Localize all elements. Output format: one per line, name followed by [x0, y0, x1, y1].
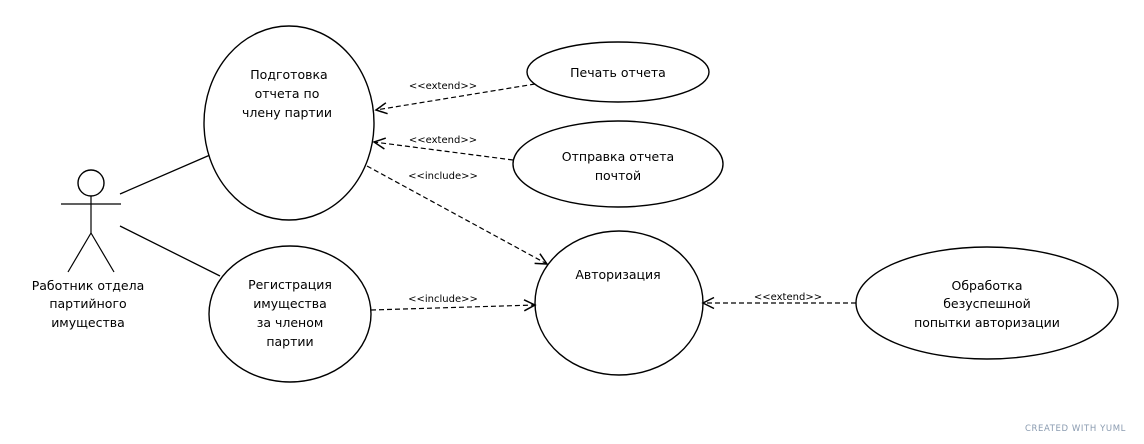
- relation-send-extends-report-label: <<extend>>: [409, 135, 477, 146]
- relation-print-extends-report: <<extend>>: [374, 81, 536, 115]
- relation-print-extends-report-line: [375, 83, 536, 111]
- relation-register-includes-auth-line: [370, 304, 536, 311]
- association-actor-report: [119, 154, 211, 195]
- relation-print-extends-report-label: <<extend>>: [409, 81, 477, 92]
- use-case-print-line-1: Печать отчета: [570, 65, 666, 80]
- relation-failed-extends-auth: <<extend>>: [701, 292, 856, 310]
- relation-failed-extends-auth-arrowhead: [701, 296, 715, 310]
- actor-employee: Работник отдела партийного имущества: [32, 169, 145, 330]
- use-case-report-ellipse: [203, 25, 375, 221]
- actor-leg-left: [67, 232, 92, 273]
- use-case-register: Регистрация имущества за членом партии: [208, 245, 372, 383]
- use-case-report: Подготовка отчета по члену партии: [203, 25, 375, 221]
- relation-register-includes-auth: <<include>>: [370, 294, 537, 312]
- relation-send-extends-report: <<extend>>: [372, 135, 514, 161]
- relation-send-extends-report-line: [373, 141, 514, 161]
- use-case-print-ellipse: [526, 41, 710, 103]
- actor-leg-right: [90, 232, 115, 273]
- actor-name-line-3: имущества: [51, 315, 125, 330]
- use-case-register-line-1: Регистрация: [248, 277, 332, 292]
- use-case-report-line-3: члену партии: [242, 105, 332, 120]
- use-case-auth: Авторизация: [534, 230, 704, 376]
- use-case-auth-line-1: Авторизация: [575, 267, 660, 282]
- use-case-failed-auth-line-3: попытки авторизации: [914, 315, 1060, 330]
- relation-register-includes-auth-label: <<include>>: [408, 294, 478, 305]
- relation-print-extends-report-arrowhead: [374, 102, 388, 115]
- use-case-report-line-1: Подготовка: [250, 67, 327, 82]
- use-case-print: Печать отчета: [526, 41, 710, 103]
- use-case-auth-ellipse: [534, 230, 704, 376]
- use-case-send-line-1: Отправка отчета: [562, 149, 674, 164]
- use-case-register-line-4: партии: [266, 334, 313, 349]
- relation-report-includes-auth-label: <<include>>: [408, 171, 478, 182]
- actor-name-line-1: Работник отдела: [32, 278, 145, 293]
- relation-report-includes-auth-arrowhead: [534, 253, 549, 265]
- use-case-register-line-2: имущества: [253, 296, 327, 311]
- watermark: CREATED WITH YUML: [1025, 424, 1126, 434]
- use-case-send-ellipse: [512, 120, 724, 208]
- association-actor-register: [119, 225, 221, 277]
- relation-report-includes-auth: <<include>>: [366, 165, 549, 265]
- use-case-failed-auth-line-2: безуспешной: [943, 296, 1031, 311]
- use-case-send-line-2: почтой: [595, 168, 641, 183]
- actor-name-line-2: партийного: [49, 296, 126, 311]
- use-case-register-ellipse: [208, 245, 372, 383]
- relation-register-includes-auth-arrowhead: [523, 299, 537, 312]
- use-case-register-line-3: за членом: [257, 315, 324, 330]
- use-case-failed-auth-line-1: Обработка: [952, 278, 1023, 293]
- use-case-report-line-2: отчета по: [255, 86, 320, 101]
- relation-report-includes-auth-line: [366, 165, 548, 265]
- use-case-send: Отправка отчета почтой: [512, 120, 724, 208]
- relation-failed-extends-auth-label: <<extend>>: [754, 292, 822, 303]
- actor-head: [77, 169, 105, 197]
- relation-send-extends-report-arrowhead: [372, 137, 387, 150]
- use-case-failed-auth: Обработка безуспешной попытки авторизаци…: [855, 246, 1119, 360]
